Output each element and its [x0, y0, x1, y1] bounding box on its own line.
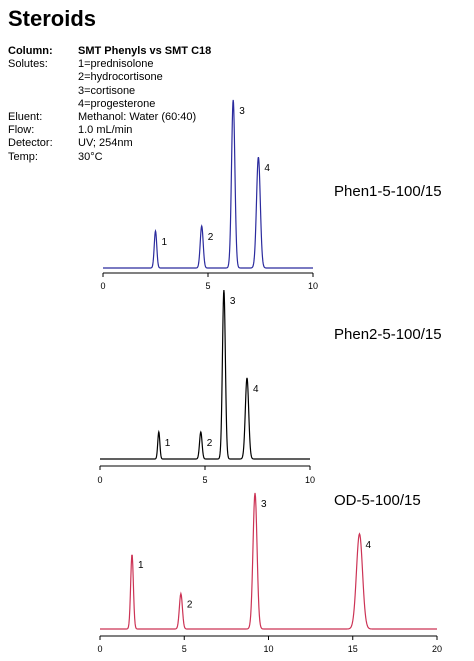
solute-3: 3=cortisone	[78, 84, 136, 97]
chromatogram-od: 0 5 10 15 20 1 2 3 4	[97, 492, 442, 654]
column-row: Column: SMT Phenyls vs SMT C18	[8, 45, 211, 58]
solutes-row: 3=cortisone	[8, 85, 211, 98]
x-tick-label: 0	[100, 281, 105, 291]
peak-label-1: 1	[138, 560, 144, 571]
detector-label: Detector:	[8, 137, 53, 150]
page-title: Steroids	[8, 6, 97, 31]
chart-3-title: OD-5-100/15	[334, 492, 421, 509]
peak-label-1: 1	[165, 438, 171, 449]
peak-label-2: 2	[207, 438, 213, 449]
column-value: SMT Phenyls vs SMT C18	[78, 45, 212, 57]
peak-label-4: 4	[365, 540, 371, 551]
chromatogram-trace	[100, 492, 437, 630]
solutes-row: 4=progesterone	[8, 98, 211, 111]
solutes-row: 2=hydrocortisone	[8, 71, 211, 84]
x-tick-label: 10	[263, 644, 273, 654]
x-tick-label: 5	[202, 475, 207, 485]
peak-label-4: 4	[264, 163, 270, 174]
x-tick-label: 10	[308, 281, 318, 291]
x-tick-label: 20	[432, 644, 442, 654]
peak-label-3: 3	[230, 296, 236, 307]
flow-value: 1.0 mL/min	[78, 124, 133, 137]
x-tick-label: 5	[205, 281, 210, 291]
chart-2-title: Phen2-5-100/15	[334, 326, 442, 343]
chromatogram-trace	[103, 99, 313, 269]
column-label: Column:	[8, 45, 53, 57]
peak-label-2: 2	[187, 600, 193, 611]
x-tick-label: 10	[305, 475, 315, 485]
temp-value: 30°C	[78, 150, 103, 163]
peak-label-4: 4	[253, 384, 259, 395]
eluent-row: Eluent: Methanol: Water (60:40)	[8, 111, 211, 124]
chromatogram-phen2: 0 5 10 1 2 3 4	[97, 289, 315, 485]
chart-1-title: Phen1-5-100/15	[334, 183, 442, 200]
temp-row: Temp: 30°C	[8, 151, 211, 164]
solutes-label: Solutes:	[8, 58, 48, 71]
chromatogram-phen1: 0 5 10 1 2 3 4	[100, 99, 318, 291]
eluent-label: Eluent:	[8, 111, 43, 124]
peak-label-1: 1	[162, 237, 168, 248]
x-tick-label: 5	[182, 644, 187, 654]
detector-row: Detector: UV; 254nm	[8, 137, 211, 150]
solute-4: 4=progesterone	[78, 97, 156, 110]
flow-row: Flow: 1.0 mL/min	[8, 124, 211, 137]
x-tick-label: 15	[348, 644, 358, 654]
peak-label-2: 2	[208, 232, 214, 243]
solute-1: 1=prednisolone	[78, 58, 154, 71]
detector-value: UV; 254nm	[78, 137, 133, 150]
x-tick-label: 0	[97, 644, 102, 654]
chromatogram-trace	[100, 289, 310, 460]
solutes-row: Solutes: 1=prednisolone	[8, 58, 211, 71]
flow-label: Flow:	[8, 124, 35, 137]
peak-label-3: 3	[261, 499, 267, 510]
peak-label-3: 3	[239, 106, 245, 117]
solute-2: 2=hydrocortisone	[78, 71, 163, 84]
eluent-value: Methanol: Water (60:40)	[78, 111, 197, 124]
method-specs: Column: SMT Phenyls vs SMT C18 Solutes: …	[8, 45, 211, 164]
x-tick-label: 0	[97, 475, 102, 485]
temp-label: Temp:	[8, 150, 38, 163]
